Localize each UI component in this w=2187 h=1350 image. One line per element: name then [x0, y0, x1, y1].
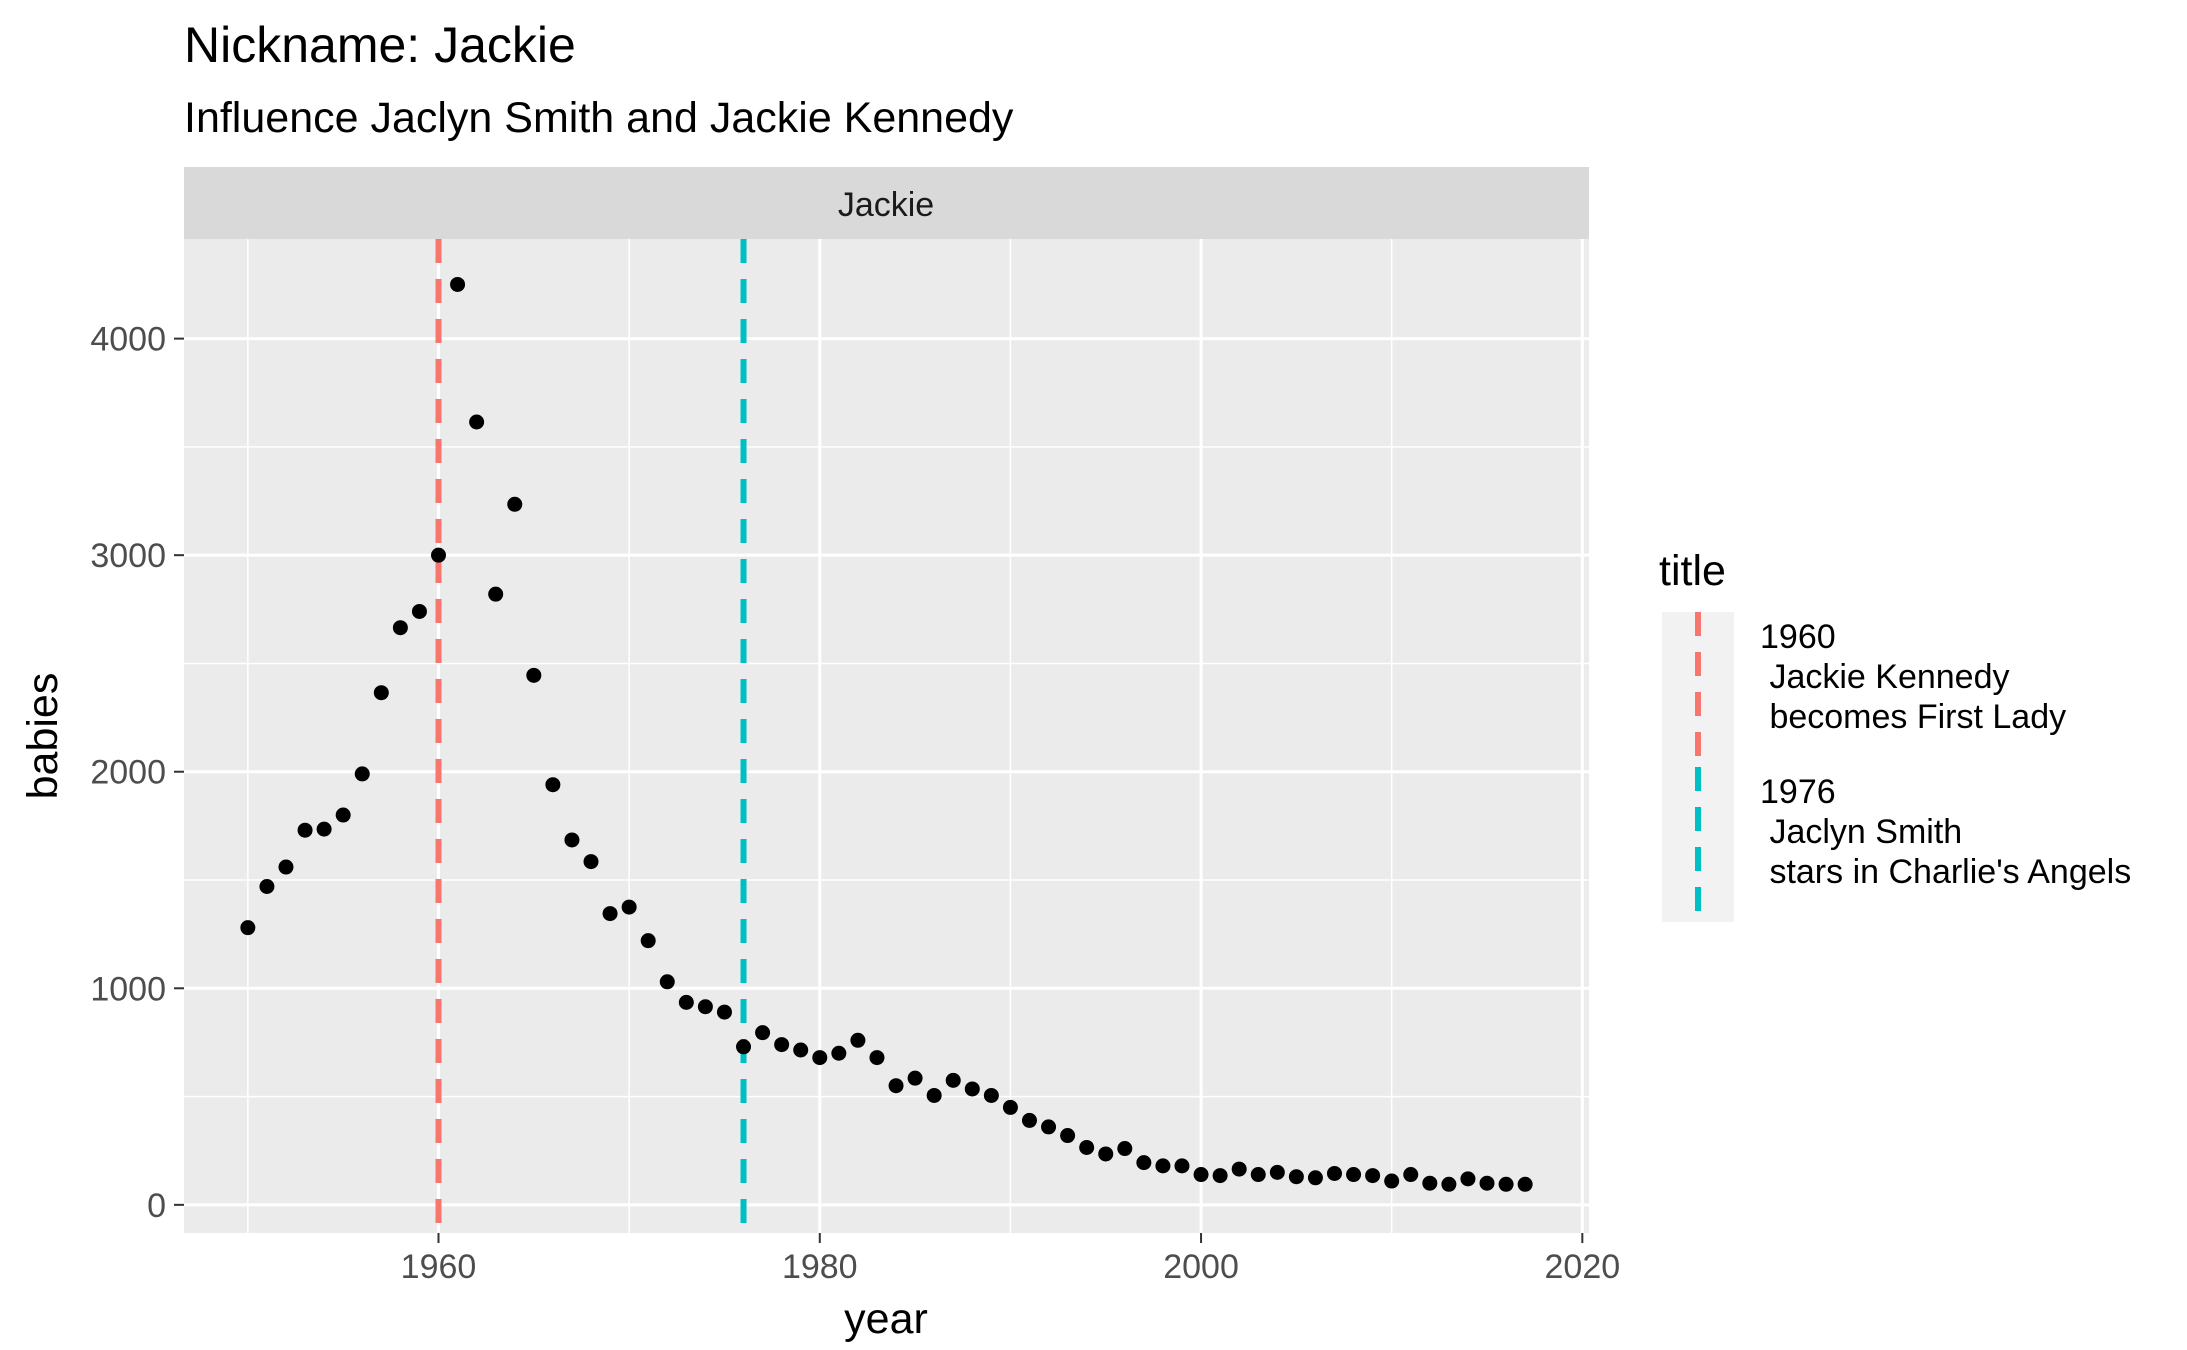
- legend-title: title: [1659, 547, 1726, 595]
- data-point: [869, 1050, 885, 1066]
- data-point: [964, 1081, 980, 1097]
- data-point: [1384, 1173, 1400, 1189]
- facet-label: Jackie: [838, 186, 934, 224]
- plot-panel: [184, 239, 1589, 1233]
- data-point: [793, 1042, 809, 1058]
- data-point: [640, 933, 656, 949]
- data-point: [736, 1039, 752, 1055]
- data-point: [1479, 1175, 1495, 1191]
- legend: title 1960 Jackie Kennedy becomes First …: [1659, 547, 2131, 922]
- data-point: [850, 1032, 866, 1048]
- data-point: [697, 999, 713, 1015]
- data-point: [1307, 1170, 1323, 1186]
- data-point: [602, 906, 618, 922]
- data-point: [907, 1070, 923, 1086]
- data-point: [1212, 1168, 1228, 1184]
- x-axis-title: year: [844, 1295, 928, 1343]
- x-axis: 1960 1980 2000 2020: [401, 1233, 1620, 1286]
- data-point: [354, 766, 370, 782]
- grid-minor: [184, 239, 1589, 1233]
- data-point: [431, 547, 447, 563]
- data-point: [812, 1050, 828, 1066]
- data-point: [678, 994, 694, 1010]
- data-point: [488, 586, 504, 602]
- y-axis-title: babies: [19, 673, 67, 800]
- data-point: [1136, 1155, 1152, 1171]
- data-point: [755, 1025, 771, 1041]
- data-point: [1441, 1176, 1457, 1192]
- data-point: [259, 879, 275, 895]
- legend-label: Jackie Kennedy: [1760, 658, 2010, 696]
- data-point: [240, 920, 256, 936]
- data-points: [240, 276, 1533, 1192]
- data-point: [411, 603, 427, 619]
- data-point: [1422, 1175, 1438, 1191]
- data-point: [945, 1072, 961, 1088]
- data-point: [774, 1037, 790, 1053]
- legend-label: 1960: [1760, 618, 1836, 656]
- data-point: [716, 1004, 732, 1020]
- data-point: [545, 777, 561, 793]
- data-point: [1403, 1167, 1419, 1183]
- legend-label: Jaclyn Smith: [1760, 813, 1962, 851]
- data-point: [583, 854, 599, 870]
- facet-strip: [184, 167, 1589, 239]
- data-point: [983, 1087, 999, 1103]
- data-point: [1326, 1165, 1342, 1181]
- data-point: [1269, 1164, 1285, 1180]
- data-point: [278, 859, 294, 875]
- data-point: [469, 414, 485, 430]
- data-point: [1155, 1158, 1171, 1174]
- data-point: [621, 899, 637, 915]
- data-point: [888, 1078, 904, 1094]
- data-point: [1517, 1176, 1533, 1192]
- data-point: [297, 822, 313, 838]
- data-point: [564, 832, 580, 848]
- reference-lines: [435, 239, 747, 1233]
- data-point: [335, 807, 351, 823]
- data-point: [1079, 1139, 1095, 1155]
- y-tick-label: 4000: [90, 321, 166, 359]
- data-point: [1365, 1168, 1381, 1184]
- data-point: [1041, 1119, 1057, 1135]
- y-tick-label: 1000: [90, 970, 166, 1008]
- chart-subtitle: Influence Jaclyn Smith and Jackie Kenned…: [184, 94, 1014, 142]
- data-point: [507, 496, 523, 512]
- x-tick-label: 1980: [782, 1248, 858, 1286]
- data-point: [1021, 1112, 1037, 1128]
- legend-label: stars in Charlie's Angels: [1760, 853, 2131, 891]
- data-point: [1098, 1146, 1114, 1162]
- data-point: [316, 821, 332, 837]
- chart-title: Nickname: Jackie: [184, 17, 576, 73]
- data-point: [1193, 1167, 1209, 1183]
- data-point: [1060, 1128, 1076, 1144]
- data-point: [450, 276, 466, 292]
- data-point: [1250, 1167, 1266, 1183]
- data-point: [392, 620, 408, 636]
- x-tick-label: 2020: [1545, 1248, 1621, 1286]
- data-point: [1288, 1169, 1304, 1185]
- data-point: [926, 1087, 942, 1103]
- x-tick-label: 2000: [1163, 1248, 1239, 1286]
- data-point: [526, 667, 542, 683]
- y-tick-label: 0: [147, 1187, 166, 1225]
- data-point: [1117, 1141, 1133, 1157]
- legend-label: becomes First Lady: [1760, 698, 2066, 736]
- data-point: [1231, 1161, 1247, 1177]
- y-tick-label: 2000: [90, 754, 166, 792]
- data-point: [1174, 1158, 1190, 1174]
- y-tick-label: 3000: [90, 537, 166, 575]
- data-point: [1346, 1167, 1362, 1183]
- y-axis: 0 1000 2000 3000 4000: [90, 321, 184, 1225]
- data-point: [831, 1045, 847, 1061]
- data-point: [1002, 1099, 1018, 1115]
- x-tick-label: 1960: [401, 1248, 477, 1286]
- data-point: [373, 685, 389, 701]
- legend-label: 1976: [1760, 773, 1836, 811]
- data-point: [1460, 1171, 1476, 1187]
- data-point: [1498, 1176, 1514, 1192]
- data-point: [659, 974, 675, 990]
